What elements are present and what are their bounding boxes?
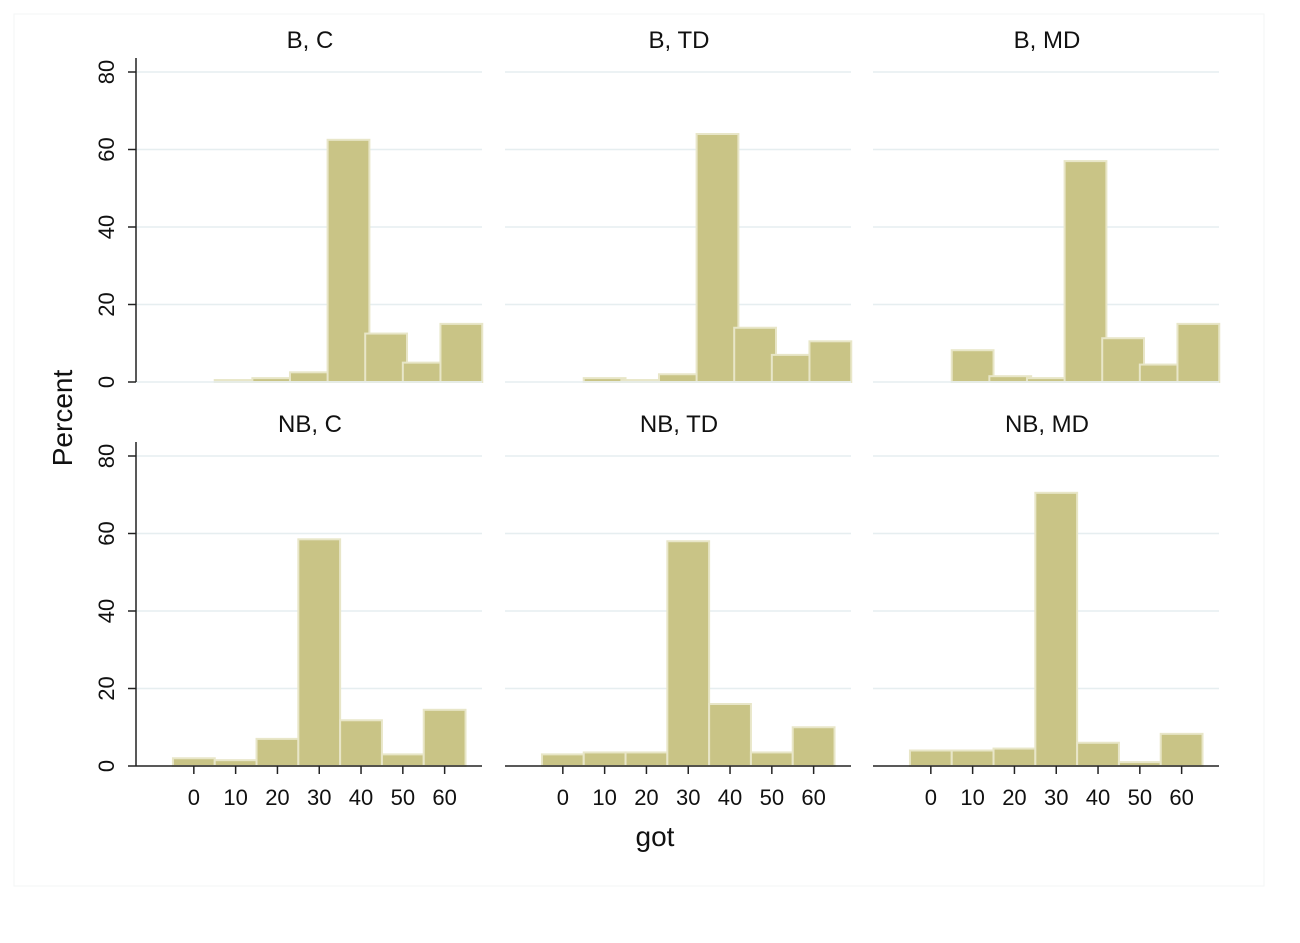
y-tick-label: 60	[94, 137, 119, 161]
histogram-bar	[1034, 491, 1079, 767]
x-tick-label: 60	[1169, 785, 1193, 810]
x-tick-label: 10	[223, 785, 247, 810]
x-tick-label: 30	[1044, 785, 1068, 810]
histogram-bar	[439, 322, 484, 383]
histogram-bar	[950, 349, 995, 384]
y-axis-title: Percent	[47, 370, 78, 467]
x-tick-label: 50	[760, 785, 784, 810]
panel-title: NB, C	[278, 411, 342, 438]
y-tick-label: 80	[94, 60, 119, 84]
x-tick-label: 0	[925, 785, 937, 810]
x-tick-label: 20	[634, 785, 658, 810]
histogram-bar	[950, 749, 995, 767]
panel-5: NB, TD 0 10 20 30 40 50 60	[505, 411, 851, 810]
panel-title: NB, MD	[1005, 411, 1089, 438]
histogram-bar	[1159, 732, 1204, 768]
histogram-bar	[666, 540, 711, 767]
x-tick-label: 60	[432, 785, 456, 810]
histogram-bar	[213, 759, 258, 767]
histogram-bar	[255, 737, 300, 767]
histogram-bar	[695, 133, 740, 383]
histogram-bar	[582, 751, 627, 767]
x-axis-title: got	[636, 821, 675, 852]
histogram-bar	[288, 371, 333, 383]
histogram-bar	[1101, 337, 1146, 383]
histogram-bar	[1176, 322, 1221, 383]
histogram-bar	[540, 753, 585, 767]
panel-title: B, TD	[649, 27, 710, 54]
y-tick-label: 80	[94, 444, 119, 468]
panels-layer: B, C 0 20 40 60 80 B, TD B, MD NB, C 0 20 40 60 80 0 10…	[94, 27, 1221, 810]
x-tick-label: 0	[557, 785, 569, 810]
y-tick-label: 20	[94, 292, 119, 316]
histogram-bar	[422, 708, 467, 767]
panel-4: NB, C 0 20 40 60 80 0 10 20 30 40 50 60	[94, 411, 482, 810]
x-tick-label: 50	[391, 785, 415, 810]
histogram-bar	[297, 538, 342, 767]
y-tick-label: 20	[94, 676, 119, 700]
histogram-bar	[749, 751, 794, 767]
panel-6: NB, MD 0 10 20 30 40 50 60	[873, 411, 1219, 810]
histogram-bar	[624, 751, 669, 767]
histogram-bar	[401, 361, 446, 383]
histogram-bar	[992, 747, 1037, 767]
x-tick-label: 50	[1128, 785, 1152, 810]
x-tick-label: 20	[265, 785, 289, 810]
y-tick-label: 40	[94, 599, 119, 623]
y-tick-label: 60	[94, 521, 119, 545]
y-tick-label: 40	[94, 215, 119, 239]
panel-title: B, C	[287, 27, 334, 54]
x-tick-label: 40	[1086, 785, 1110, 810]
histogram-bar	[1138, 363, 1183, 383]
histogram-bar	[791, 726, 836, 767]
histogram-bar	[657, 373, 702, 383]
histogram-bar	[908, 749, 953, 767]
histogram-bar	[171, 757, 216, 767]
x-tick-label: 30	[307, 785, 331, 810]
panel-title: NB, TD	[640, 411, 718, 438]
x-tick-label: 0	[188, 785, 200, 810]
histogram-bar	[708, 703, 752, 767]
x-tick-label: 10	[960, 785, 984, 810]
x-tick-label: 10	[592, 785, 616, 810]
x-tick-label: 40	[718, 785, 742, 810]
panel-3: B, MD	[873, 27, 1221, 384]
panel-title: B, MD	[1014, 27, 1081, 54]
histogram-bar	[364, 332, 409, 383]
histogram-bar	[808, 340, 853, 383]
histogram-bar	[326, 138, 371, 383]
panel-2: B, TD	[505, 27, 853, 383]
x-tick-label: 30	[676, 785, 700, 810]
histogram-bar	[988, 375, 1033, 383]
y-tick-label: 0	[94, 760, 119, 772]
x-tick-label: 60	[801, 785, 825, 810]
histogram-bar	[770, 353, 815, 383]
histogram-bar	[1076, 741, 1120, 767]
x-tick-label: 20	[1002, 785, 1026, 810]
panel-1: B, C 0 20 40 60 80	[94, 27, 484, 388]
histogram-bar	[733, 326, 778, 383]
histogram-bar	[1063, 160, 1108, 383]
x-tick-label: 40	[349, 785, 373, 810]
y-tick-label: 0	[94, 376, 119, 388]
histogram-bar	[339, 719, 383, 768]
histogram-bar	[380, 753, 425, 767]
